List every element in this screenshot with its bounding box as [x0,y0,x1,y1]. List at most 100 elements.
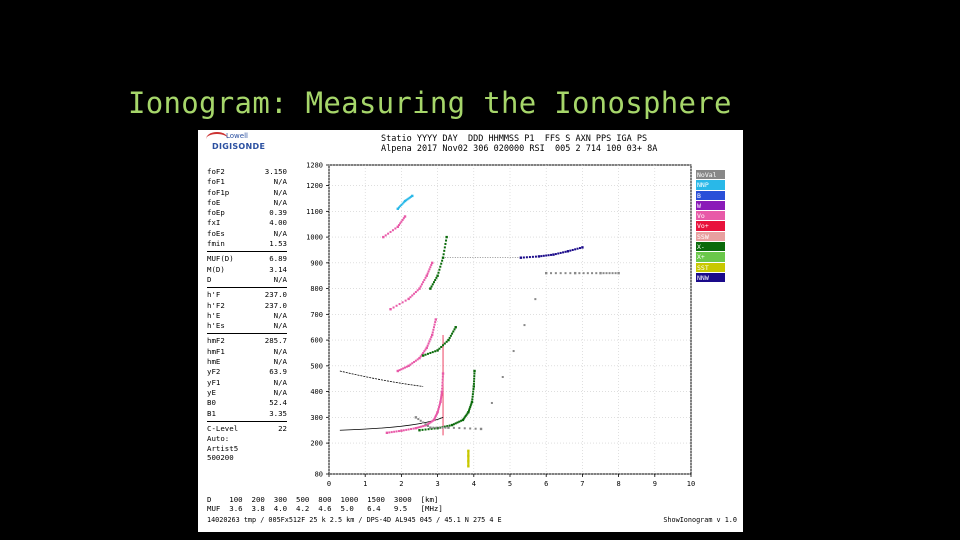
echo-point [473,377,476,380]
echo-point [407,297,410,301]
echo-point [582,272,585,275]
x-tick-label: 0 [327,480,331,488]
echo-point [474,427,477,430]
echo-point [424,423,427,426]
param-name: foF1p [207,187,230,197]
echo-point [424,276,427,279]
legend-item: X- [696,242,725,253]
echo-point [418,356,421,360]
echo-point [528,256,531,259]
echo-point [399,205,402,208]
echo-point [479,427,483,431]
y-tick-label: 800 [310,285,323,293]
echo-point [431,419,434,422]
legend: NoVal NNP B W Vo Vo+ SSW X- X+ SST NNW [696,170,725,284]
legend-item: Vo [696,211,725,222]
echo-point [441,375,444,378]
echo-point [414,291,417,294]
echo-point [442,253,445,256]
echo-point [443,246,446,249]
echo-point [431,283,434,286]
echo-point [389,308,392,311]
echo-point [414,359,417,362]
echo-point [440,395,443,398]
param-name: D [207,274,212,284]
param-row: yE N/A [207,388,287,398]
echo-point [441,372,445,375]
echo-point [437,409,440,412]
echo-point [472,385,475,388]
ionogram-footer: 14020263 tmp / 005Fx512F 25 k 2.5 km / D… [207,516,737,524]
y-tick-label: 200 [310,440,323,448]
digisonde-logo: Lowell DIGISONDE [204,132,265,162]
param-name: h'Es [207,321,225,331]
echo-point [402,201,405,204]
ionogram-image: Lowell DIGISONDE Statio YYYY DAY DDD HHM… [198,130,743,532]
echo-point [424,353,427,356]
x-tick-label: 1 [363,480,367,488]
echo-point [581,246,584,249]
muf-table: D 100 200 300 500 800 1000 1500 3000 [km… [207,495,443,513]
echo-point [571,248,574,251]
echo-point [439,400,442,404]
echo-point [469,406,472,409]
echo-point [540,255,543,258]
echo-point [418,426,421,429]
echo-point [602,272,605,275]
echo-point [424,428,427,431]
echo-point [434,415,437,418]
param-row: foF1 N/A [207,177,287,187]
echo-point [410,428,413,431]
echo-point [411,194,414,198]
param-name: hmE [207,357,221,367]
y-tick-label: 500 [310,362,323,370]
echo-point [417,418,420,421]
echo-point [432,328,435,331]
param-row: yF1 N/A [207,378,287,388]
echo-point [471,395,474,398]
x-tick-label: 4 [472,480,476,488]
echo-point [441,259,444,262]
legend-item: Vo+ [696,221,725,232]
echo-point [409,296,412,299]
echo-point [432,418,436,422]
echo-point [438,406,441,409]
echo-point [473,375,476,378]
echo-point [424,348,427,351]
echo-point [428,340,431,343]
echo-point [394,227,397,230]
param-separator [207,333,287,335]
echo-point [420,283,423,286]
echo-point [421,354,425,357]
echo-point [447,426,450,429]
echo-point [573,271,577,275]
echo-point [407,364,410,368]
param-name: foF1 [207,177,225,187]
echo-point [414,416,418,419]
echo-point [427,342,430,345]
echo-point [441,381,444,384]
echo-point [512,350,515,353]
echo-point [412,427,415,430]
echo-point [409,363,412,366]
param-row: MUF(D) 6.89 [207,254,287,264]
echo-point [434,279,437,282]
echo-point [435,276,438,279]
echo-point [433,417,436,420]
echo-point [574,248,577,251]
param-value: N/A [273,377,287,387]
echo-point [461,418,465,422]
profile-curve [339,370,424,387]
echo-point [418,429,421,432]
param-row: foF2 3.150 [207,167,287,177]
echo-point [396,225,399,228]
echo-point [453,328,456,331]
echo-point [469,427,472,430]
x-tick-label: 3 [435,480,439,488]
echo-point [443,425,446,428]
echo-point [434,321,437,324]
echo-point [405,428,408,431]
logo-swoosh-icon [206,132,228,146]
param-value: 6.89 [269,254,287,264]
param-value: N/A [273,310,287,320]
